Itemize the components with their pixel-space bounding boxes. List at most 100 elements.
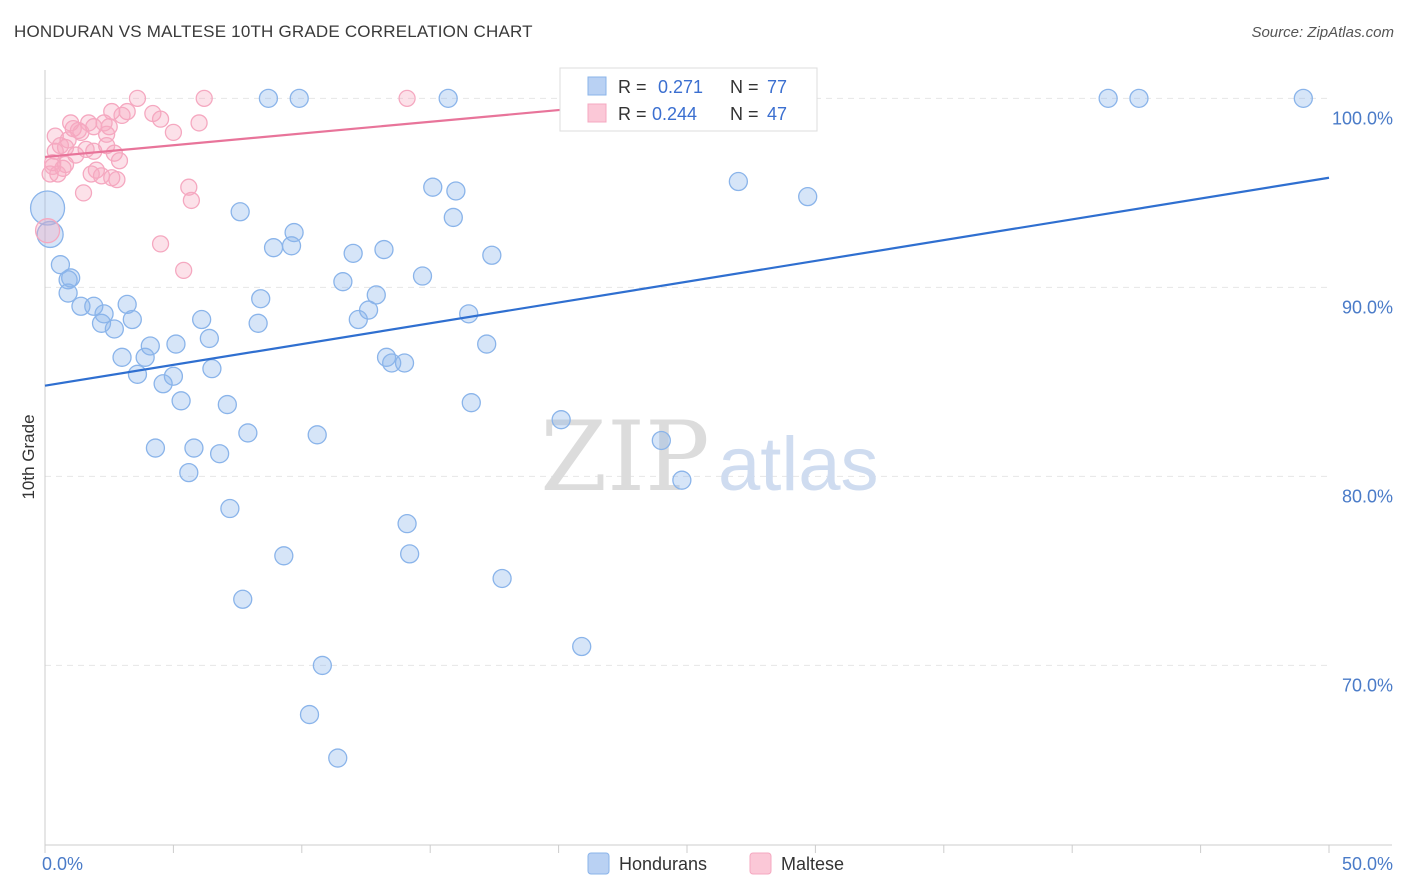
chart-source: Source: ZipAtlas.com bbox=[1251, 24, 1394, 41]
legend-swatch-hondurans bbox=[587, 852, 610, 875]
stats-n-label-hondurans: N = bbox=[730, 77, 759, 97]
y-tick-label-2: 80.0% bbox=[1342, 486, 1393, 506]
point-maltese-4 bbox=[46, 127, 64, 145]
point-hondurans-1 bbox=[36, 220, 64, 249]
point-hondurans-35 bbox=[179, 462, 199, 483]
point-hondurans-69 bbox=[289, 88, 309, 109]
series-hondurans bbox=[29, 88, 1313, 768]
point-hondurans-73 bbox=[1098, 88, 1118, 109]
point-maltese-26 bbox=[128, 89, 147, 108]
legend-label-maltese: Maltese bbox=[781, 854, 844, 874]
point-maltese-28 bbox=[151, 110, 170, 128]
point-hondurans-75 bbox=[1293, 88, 1313, 109]
point-hondurans-64 bbox=[651, 430, 671, 451]
point-hondurans-17 bbox=[191, 309, 212, 330]
point-hondurans-66 bbox=[728, 171, 749, 192]
point-hondurans-33 bbox=[184, 438, 204, 458]
stats-swatch-hondurans bbox=[587, 76, 607, 96]
point-maltese-38 bbox=[54, 159, 72, 177]
point-hondurans-55 bbox=[459, 304, 479, 324]
point-hondurans-39 bbox=[312, 655, 332, 676]
point-hondurans-0 bbox=[29, 190, 66, 226]
watermark: ZIP atlas bbox=[540, 401, 878, 513]
point-hondurans-19 bbox=[127, 364, 148, 384]
point-maltese-21 bbox=[110, 152, 129, 170]
point-maltese-34 bbox=[151, 235, 170, 253]
point-hondurans-51 bbox=[412, 266, 433, 286]
point-hondurans-14 bbox=[199, 328, 220, 349]
point-hondurans-40 bbox=[299, 704, 320, 725]
stats-r-label-hondurans: R = bbox=[618, 77, 647, 97]
point-hondurans-46 bbox=[366, 285, 386, 305]
point-hondurans-43 bbox=[343, 243, 363, 264]
series-legend: Hondurans Maltese bbox=[587, 852, 844, 875]
point-hondurans-62 bbox=[551, 410, 571, 430]
trend-lines bbox=[44, 97, 1330, 387]
point-hondurans-53 bbox=[443, 207, 463, 228]
x-tick-label-0: 0.0% bbox=[42, 854, 83, 874]
stats-r-label-maltese: R = bbox=[618, 104, 647, 124]
point-hondurans-31 bbox=[307, 425, 327, 445]
point-hondurans-65 bbox=[672, 470, 692, 490]
y-tick-label-0: 100.0% bbox=[1332, 108, 1393, 128]
point-hondurans-20 bbox=[153, 374, 173, 394]
point-hondurans-12 bbox=[140, 336, 160, 356]
axes bbox=[44, 70, 1392, 853]
y-tick-label-3: 70.0% bbox=[1342, 675, 1393, 695]
point-hondurans-13 bbox=[166, 334, 186, 354]
point-maltese-37 bbox=[74, 184, 93, 202]
point-hondurans-26 bbox=[251, 289, 271, 309]
stats-legend: R = 0.271 N = 77 R = 0.244 N = 47 bbox=[559, 67, 818, 132]
point-hondurans-18 bbox=[163, 366, 184, 386]
legend-label-hondurans: Hondurans bbox=[619, 854, 707, 874]
point-hondurans-2 bbox=[50, 255, 71, 275]
point-hondurans-54 bbox=[446, 181, 466, 201]
point-hondurans-16 bbox=[135, 347, 155, 367]
point-hondurans-38 bbox=[274, 546, 294, 566]
point-hondurans-29 bbox=[284, 222, 304, 243]
x-tick-labels: 0.0% 50.0% bbox=[42, 854, 1393, 874]
gridlines bbox=[45, 97, 1329, 666]
trend-line-hondurans bbox=[44, 176, 1330, 387]
point-hondurans-11 bbox=[104, 319, 124, 339]
point-maltese-29 bbox=[164, 123, 183, 142]
point-hondurans-59 bbox=[397, 514, 417, 534]
point-hondurans-22 bbox=[171, 391, 191, 411]
point-maltese-25 bbox=[118, 102, 136, 121]
point-hondurans-37 bbox=[233, 589, 253, 609]
point-hondurans-58 bbox=[461, 393, 481, 413]
point-hondurans-8 bbox=[117, 294, 137, 315]
stats-n-value-hondurans: 77 bbox=[767, 77, 787, 97]
point-hondurans-50 bbox=[394, 353, 415, 373]
point-hondurans-52 bbox=[423, 177, 443, 197]
point-hondurans-27 bbox=[263, 238, 284, 258]
point-hondurans-68 bbox=[258, 88, 279, 109]
point-hondurans-61 bbox=[492, 568, 512, 589]
point-hondurans-41 bbox=[328, 748, 348, 768]
point-hondurans-34 bbox=[209, 444, 230, 464]
point-hondurans-45 bbox=[358, 300, 379, 320]
point-maltese-31 bbox=[182, 191, 201, 210]
y-tick-labels: 100.0% 90.0% 80.0% 70.0% bbox=[1332, 108, 1393, 695]
point-maltese-45 bbox=[56, 138, 75, 157]
x-tick-label-1: 50.0% bbox=[1342, 854, 1393, 874]
point-hondurans-15 bbox=[112, 347, 132, 367]
point-hondurans-6 bbox=[84, 296, 104, 316]
stats-swatch-maltese bbox=[587, 103, 607, 123]
point-maltese-32 bbox=[190, 114, 208, 132]
point-maltese-0 bbox=[34, 218, 61, 244]
point-maltese-42 bbox=[44, 153, 62, 172]
point-maltese-43 bbox=[69, 121, 88, 140]
point-hondurans-57 bbox=[482, 245, 502, 265]
point-hondurans-36 bbox=[220, 498, 240, 519]
point-hondurans-4 bbox=[58, 283, 78, 303]
y-tick-label-1: 90.0% bbox=[1342, 297, 1393, 317]
point-maltese-35 bbox=[175, 261, 193, 280]
point-hondurans-70 bbox=[438, 88, 458, 109]
point-maltese-39 bbox=[108, 170, 126, 189]
point-maltese-36 bbox=[398, 89, 416, 108]
stats-r-value-maltese: 0.244 bbox=[652, 104, 697, 124]
watermark-atlas: atlas bbox=[718, 422, 879, 507]
point-hondurans-47 bbox=[374, 239, 394, 260]
